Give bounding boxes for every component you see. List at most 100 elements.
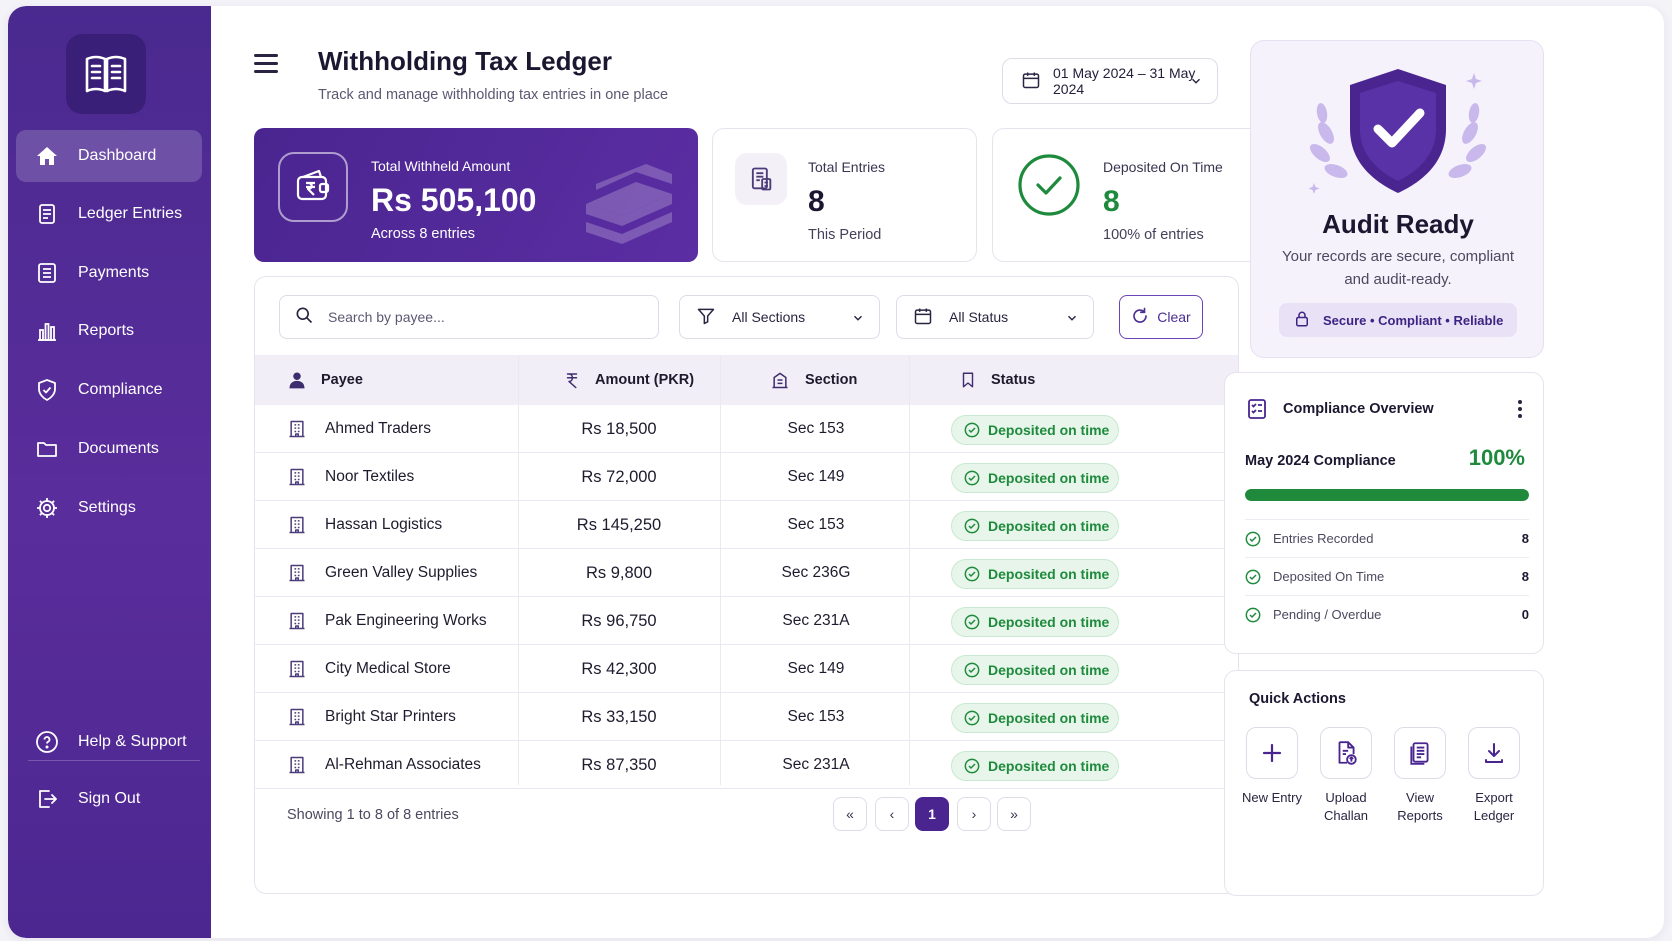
building-icon [287,706,307,728]
table-row[interactable]: Hassan Logistics Rs 145,250 Sec 153 Deposit… [255,501,1238,549]
menu-toggle-icon[interactable] [254,54,278,74]
payee-name: Green Valley Supplies [325,564,478,581]
calendar-icon [913,306,933,329]
wallet-rupee-icon [278,152,348,222]
table-row[interactable]: Green Valley Supplies Rs 9,800 Sec 236G Dep… [255,549,1238,597]
deposited-on-time-value: 8 [1103,185,1120,218]
check-circle-icon [964,614,980,630]
payee-cell: Pak Engineering Works [287,597,487,645]
amount-cell: Rs 145,250 [576,515,662,534]
filter-icon [696,306,716,329]
search-input[interactable] [328,309,628,325]
lock-icon [1293,310,1311,331]
header-section[interactable]: Section [769,355,857,405]
total-entries-card: Total Entries 8 This Period [712,128,977,262]
sidebar-item-dashboard[interactable]: Dashboard [16,130,202,182]
export-ledger-button[interactable]: Export Ledger [1457,727,1531,825]
building-icon [287,562,307,584]
shield-check-icon [34,377,60,403]
download-icon [1468,727,1520,779]
status-filter-select[interactable]: All Status [896,295,1094,339]
section-cell: Sec 153 [787,516,845,533]
prev-page-button[interactable]: ‹ [875,797,909,831]
section-cell: Sec 236G [781,564,851,581]
date-range-picker[interactable]: 01 May 2024 – 31 May 2024 [1002,58,1218,104]
payee-name: Noor Textiles [325,468,415,485]
overview-row-value: 8 [1521,531,1529,546]
column-divider [518,355,519,785]
next-page-button[interactable]: › [957,797,991,831]
status-badge: Deposited on time [951,607,1119,637]
help-support-link[interactable]: Help & Support [16,716,202,768]
report-document-icon [1394,727,1446,779]
header-amount[interactable]: Amount (PKR) [563,355,694,405]
sidebar-item-label: Settings [78,499,136,516]
payee-name: City Medical Store [325,660,451,677]
shield-check-illustration [1308,69,1486,194]
search-box[interactable] [279,295,659,339]
table-row[interactable]: Pak Engineering Works Rs 96,750 Sec 231A De… [255,597,1238,645]
upload-challan-button[interactable]: Upload Challan [1309,727,1383,825]
status-text: Deposited on time [988,758,1110,774]
compliance-overview-card: Compliance Overview May 2024 Compliance … [1224,372,1544,654]
clear-filters-button[interactable]: Clear [1119,295,1203,339]
sidebar-item-settings[interactable]: Settings [16,482,202,534]
header-payee[interactable]: Payee [287,355,363,405]
first-page-button[interactable]: « [833,797,867,831]
coin-stack-icon [586,164,672,244]
view-reports-button[interactable]: View Reports [1383,727,1457,825]
status-text: Deposited on time [988,614,1110,630]
gear-icon [34,495,60,521]
sidebar-item-label: Ledger Entries [78,205,183,222]
check-circle-icon [964,566,980,582]
sidebar-item-compliance[interactable]: Compliance [16,364,202,416]
amount-cell: Rs 42,300 [581,659,657,678]
sections-filter-select[interactable]: All Sections [679,295,880,339]
check-circle-icon [1245,569,1261,585]
table-row[interactable]: City Medical Store Rs 42,300 Sec 149 Deposi… [255,645,1238,693]
table-row[interactable]: Noor Textiles Rs 72,000 Sec 149 Deposited o… [255,453,1238,501]
sidebar-item-documents[interactable]: Documents [16,423,202,475]
last-page-button[interactable]: » [997,797,1031,831]
check-circle-icon [964,422,980,438]
status-text: Deposited on time [988,422,1110,438]
status-badge: Deposited on time [951,751,1119,781]
sidebar-item-ledger-entries[interactable]: Ledger Entries [16,188,202,240]
sign-out-icon [34,786,60,812]
sign-out-link[interactable]: Sign Out [16,773,202,825]
status-badge: Deposited on time [951,655,1119,685]
check-circle-icon [964,470,980,486]
status-text: Deposited on time [988,470,1110,486]
building-icon [287,466,307,488]
audit-ready-description: Your records are secure, compliant and a… [1281,248,1515,288]
deposited-on-time-label: Deposited On Time [1103,159,1223,175]
quick-actions-card: Quick Actions New Entry Upload Challan Vi… [1224,670,1544,896]
compliance-progress-bar [1245,489,1529,501]
payee-cell: Noor Textiles [287,453,414,501]
header-status[interactable]: Status [959,355,1035,405]
table-row[interactable]: Al-Rehman Associates Rs 87,350 Sec 231A Dep… [255,741,1238,789]
more-options-icon[interactable] [1517,399,1523,424]
checklist-icon [1245,397,1269,421]
section-cell: Sec 231A [782,756,850,773]
total-withheld-value: Rs 505,100 [371,182,537,218]
sidebar-item-payments[interactable]: Payments [16,247,202,299]
table-row[interactable]: Bright Star Printers Rs 33,150 Sec 153 Depo… [255,693,1238,741]
section-cell: Sec 231A [782,612,850,629]
table-row[interactable]: Ahmed Traders Rs 18,500 Sec 153 Deposited o… [255,405,1238,453]
sidebar-item-reports[interactable]: Reports [16,305,202,357]
page-1-button[interactable]: 1 [915,797,949,831]
status-text: Deposited on time [988,566,1110,582]
view-reports-label: View Reports [1397,790,1443,823]
deposited-on-time-sub: 100% of entries [1103,227,1204,243]
total-withheld-label: Total Withheld Amount [371,158,511,174]
amount-cell: Rs 96,750 [581,611,657,630]
compliance-percent: 100% [1468,445,1525,470]
section-cell: Sec 153 [787,420,845,437]
header-section-label: Section [805,372,858,388]
help-icon [34,729,60,755]
clear-filters-label: Clear [1157,309,1191,325]
payee-cell: Bright Star Printers [287,693,456,741]
new-entry-button[interactable]: New Entry [1235,727,1309,807]
amount-cell: Rs 87,350 [581,755,657,774]
